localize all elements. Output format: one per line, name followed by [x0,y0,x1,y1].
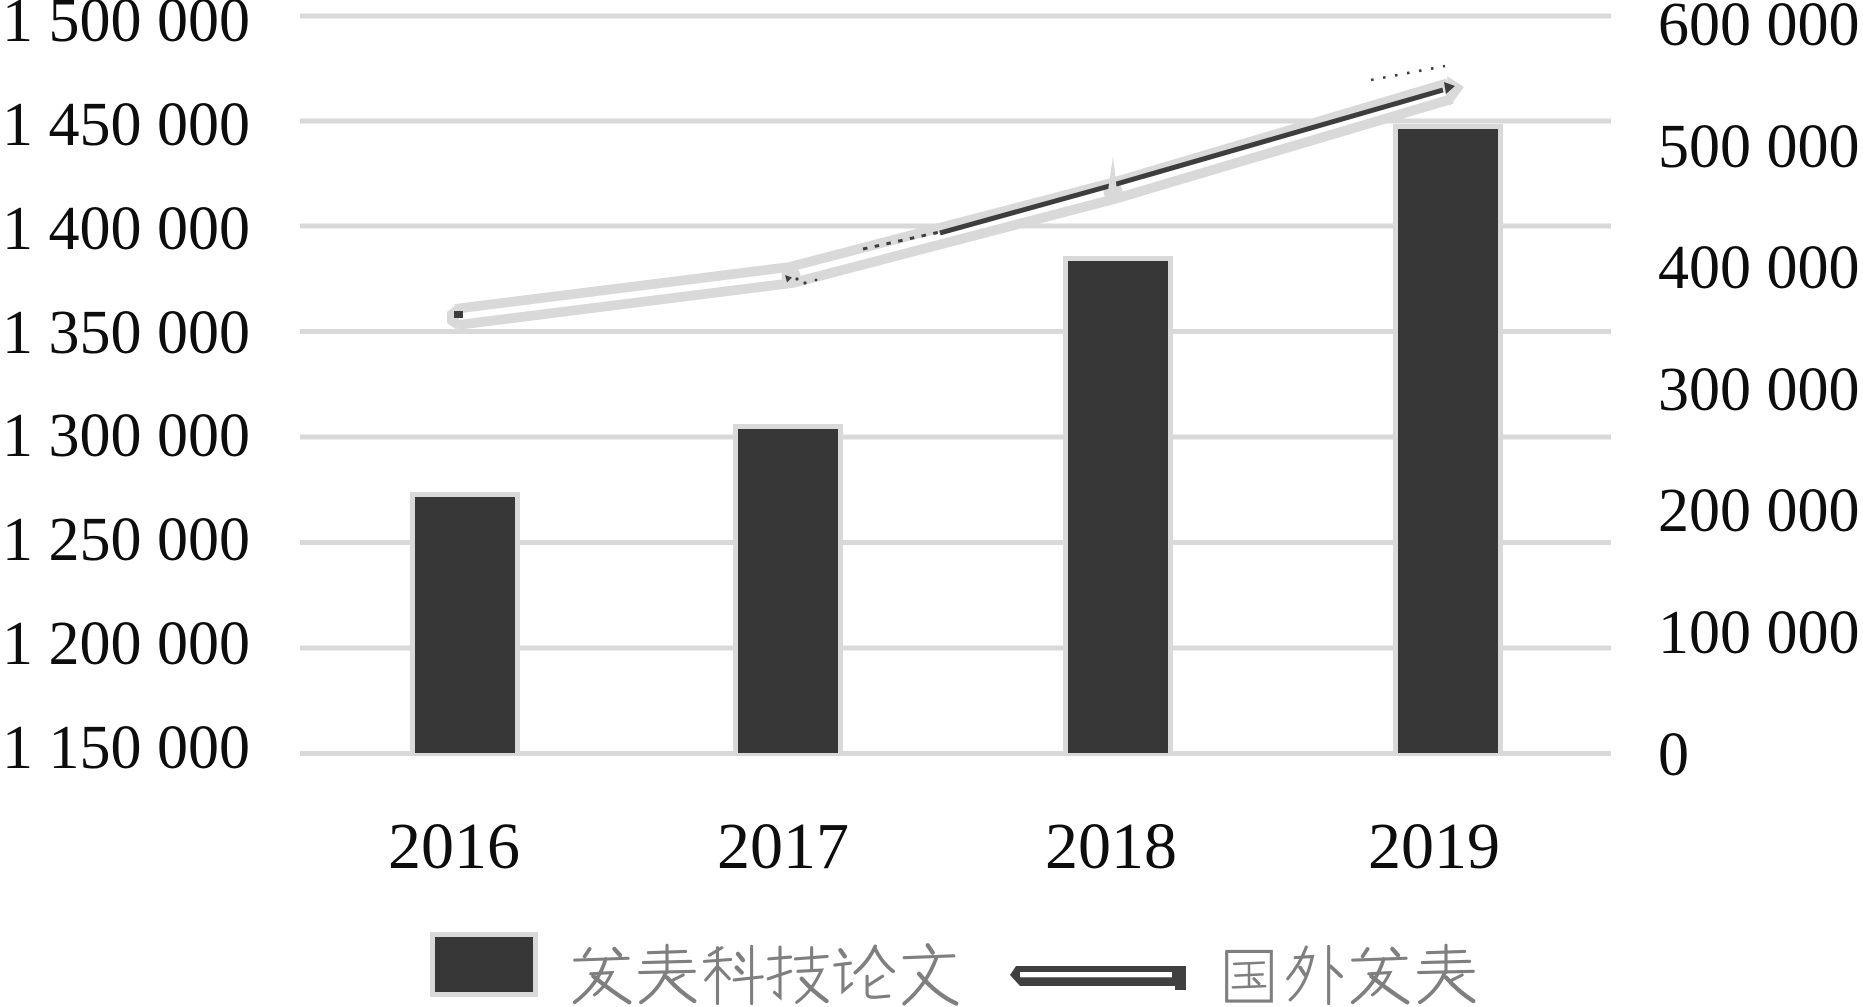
svg-text:600 000: 600 000 [1658,0,1860,59]
svg-text:0: 0 [1658,721,1689,789]
svg-text:1 500 000: 1 500 000 [2,0,250,55]
svg-text:2017: 2017 [717,810,849,883]
svg-text:1 450 000: 1 450 000 [2,91,250,159]
svg-text:500 000: 500 000 [1658,113,1860,181]
svg-text:100 000: 100 000 [1658,599,1860,667]
svg-text:2019: 2019 [1368,810,1500,883]
svg-text:1 200 000: 1 200 000 [2,610,250,678]
svg-text:400 000: 400 000 [1658,234,1860,302]
svg-text:1 350 000: 1 350 000 [2,299,250,367]
svg-text:1 150 000: 1 150 000 [2,714,250,782]
svg-text:2018: 2018 [1045,810,1177,883]
svg-text:1 300 000: 1 300 000 [2,402,250,470]
svg-text:2016: 2016 [388,810,520,883]
svg-text:300 000: 300 000 [1658,356,1860,424]
svg-text:200 000: 200 000 [1658,477,1860,545]
svg-text:1 400 000: 1 400 000 [2,195,250,263]
svg-text:1 250 000: 1 250 000 [2,506,250,574]
